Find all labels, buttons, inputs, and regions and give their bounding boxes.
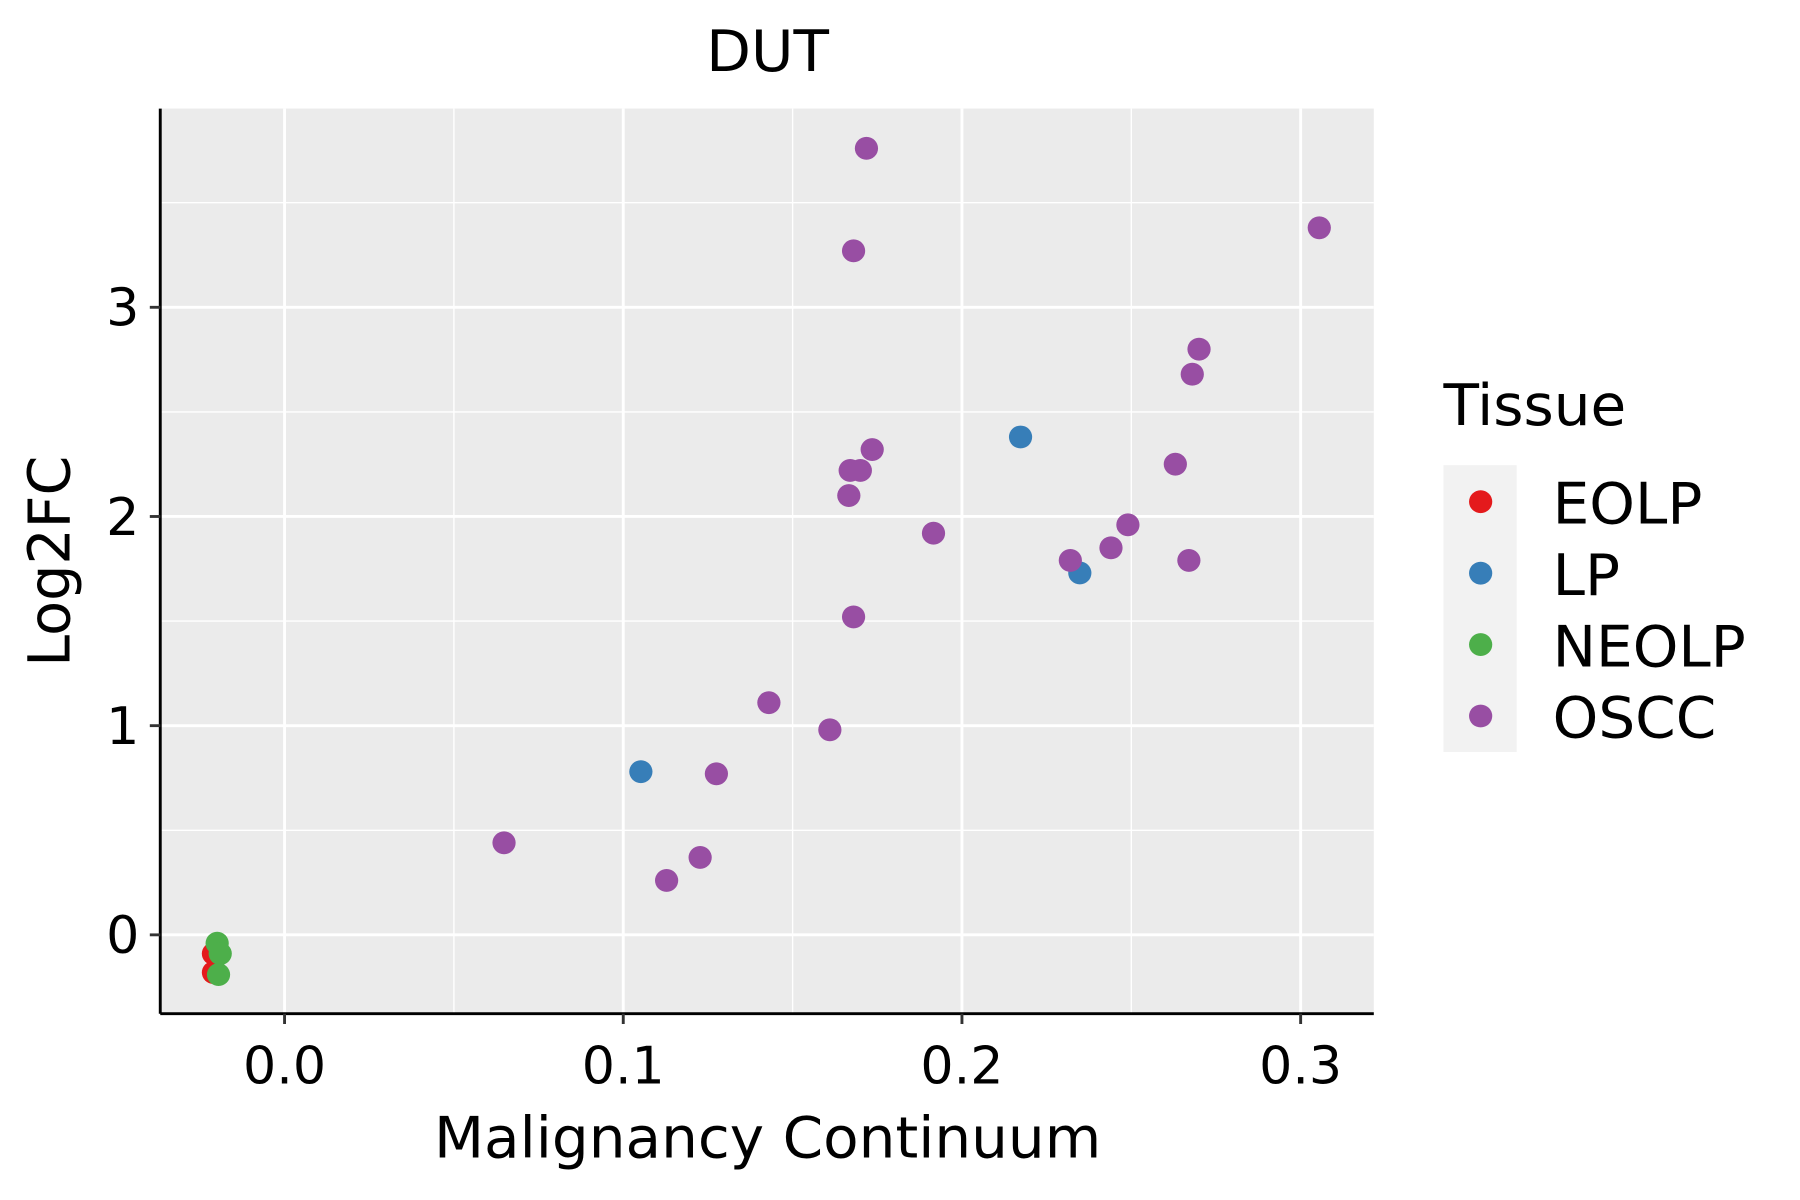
legend-label: OSCC (1553, 685, 1717, 751)
data-point-oscc (1163, 452, 1187, 476)
legend-label: LP (1553, 542, 1620, 608)
y-tick-label: 1 (106, 697, 139, 757)
data-point-oscc (837, 484, 861, 507)
data-point-oscc (654, 869, 679, 892)
data-point-neolp (206, 963, 231, 987)
data-point-oscc (921, 521, 946, 545)
data-points (201, 136, 1331, 987)
y-tick-label: 0 (106, 907, 139, 967)
data-point-oscc (818, 718, 842, 742)
gridlines (160, 108, 1374, 1014)
data-point-oscc (688, 846, 712, 869)
data-point-oscc (757, 691, 781, 715)
data-point-oscc (1099, 536, 1123, 560)
legend-title: Tissue (1442, 373, 1626, 439)
legend-key-oscc (1469, 704, 1493, 728)
x-tick-label: 0.2 (920, 1037, 1003, 1097)
plot-panel (160, 108, 1374, 1014)
data-point-oscc (1058, 548, 1082, 572)
x-tick-label: 0.3 (1259, 1037, 1342, 1097)
data-point-oscc (1180, 362, 1204, 386)
data-point-oscc (848, 459, 872, 482)
data-point-oscc (841, 605, 866, 629)
data-point-oscc (1307, 216, 1331, 240)
data-point-oscc (1187, 337, 1211, 361)
legend-key-lp (1469, 561, 1493, 585)
axis-ticks: 0.0 0.1 0.2 0.3 0 1 2 3 (106, 279, 1342, 1096)
y-tick-label: 3 (106, 279, 139, 339)
x-axis-label: Malignancy Continuum (434, 1105, 1101, 1171)
data-point-oscc (492, 831, 516, 855)
data-point-oscc (704, 762, 729, 786)
x-tick-label: 0.0 (243, 1037, 326, 1097)
legend-key-neolp (1469, 633, 1493, 656)
y-tick-label: 2 (106, 488, 139, 548)
legend-label: NEOLP (1553, 614, 1746, 680)
data-point-oscc (841, 239, 866, 263)
x-tick-label: 0.1 (582, 1037, 665, 1097)
data-point-oscc (1116, 513, 1140, 537)
legend-key-eolp (1469, 490, 1493, 514)
data-point-neolp (208, 942, 232, 966)
chart-title: DUT (706, 18, 829, 84)
data-point-lp (1008, 425, 1033, 449)
data-point-lp (629, 760, 653, 784)
y-axis-label: Log2FC (16, 456, 84, 667)
data-point-oscc (1177, 548, 1201, 572)
data-point-oscc (854, 136, 879, 160)
legend-label: EOLP (1553, 471, 1703, 537)
data-point-oscc (860, 438, 884, 461)
